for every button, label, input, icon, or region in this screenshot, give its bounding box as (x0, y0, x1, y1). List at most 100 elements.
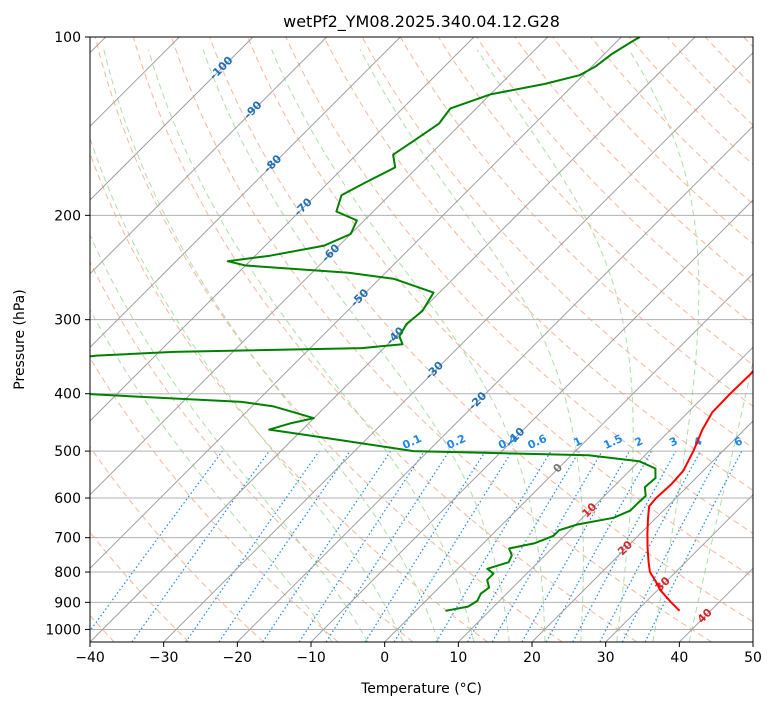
dry-adiabat (247, 37, 753, 578)
moist-adiabat (688, 358, 753, 642)
y-tick-label: 700 (54, 531, 81, 547)
dry-adiabat (590, 37, 753, 205)
isotherm (163, 51, 753, 642)
isotherm (90, 37, 622, 570)
mixing-ratio-line (572, 450, 677, 642)
dry-adiabat (90, 260, 414, 642)
y-tick-label: 300 (54, 313, 81, 329)
isotherm (90, 37, 328, 275)
isotherm (384, 272, 753, 642)
isotherm (457, 346, 753, 642)
moist-adiabat (202, 49, 510, 642)
y-tick-label: 500 (54, 444, 81, 460)
dry-adiabat (437, 37, 753, 366)
mixing-ratio-line (90, 450, 223, 632)
isotherm-label: -30 (423, 359, 446, 382)
dry-adiabat (90, 356, 339, 642)
moist-adiabat (147, 49, 475, 642)
isotherm (90, 37, 401, 349)
x-tick-label: −10 (296, 650, 326, 666)
x-tick-label: −20 (223, 650, 253, 666)
plot-area: -100-90-80-70-60-50-40-30-20-10010203040… (90, 37, 775, 642)
mixing-ratio-line (262, 450, 392, 642)
mixing-ratio-line (325, 450, 450, 642)
dry-adiabats (90, 37, 753, 642)
dry-adiabat (514, 37, 753, 285)
dry-adiabat (90, 446, 264, 642)
pressure-gridlines (90, 37, 753, 630)
mixing-ratio-labels: 0.10.20.40.611.52346810131620253036 (400, 432, 775, 452)
isotherm (90, 37, 254, 201)
moist-adiabat (90, 233, 369, 642)
dry-adiabat (361, 37, 753, 449)
isotherm (531, 420, 753, 642)
isotherm-label: -20 (466, 389, 489, 412)
y-tick-label: 900 (54, 595, 81, 611)
dry-adiabat (552, 37, 753, 245)
isotherm (605, 493, 753, 642)
isotherm-label: -50 (348, 286, 371, 309)
y-tick-label: 600 (54, 491, 81, 507)
mixing-ratio-line (521, 450, 631, 642)
mixing-ratio-line (644, 450, 743, 642)
dry-adiabat (90, 531, 190, 642)
dry-adiabat (628, 37, 753, 166)
dry-adiabat (666, 37, 753, 126)
y-tick-label: 100 (54, 30, 81, 46)
isotherms (90, 37, 753, 642)
x-axis-ticks: −40 −30 −20 −10 0 10 20 30 40 50 (75, 642, 762, 666)
mixing-ratio-line (185, 450, 320, 642)
moist-adiabat (476, 49, 634, 642)
x-axis-title: Temperature (°C) (360, 681, 482, 697)
moist-adiabat (271, 49, 546, 642)
dry-adiabat (743, 37, 753, 48)
y-axis-title: Pressure (hPa) (12, 289, 28, 389)
mixing-ratio-line (131, 450, 270, 642)
y-axis-ticks: 100 200 300 400 500 600 700 800 900 1000 (45, 30, 90, 638)
mixing-ratio-line (364, 450, 486, 642)
mixing-ratio-line (545, 450, 653, 642)
dry-adiabat (132, 37, 638, 642)
plot-frame (89, 36, 754, 643)
isotherm (90, 37, 549, 496)
mixing-ratio-label: 1 (572, 434, 584, 449)
mixing-ratio-label: 1.5 (602, 432, 625, 452)
mixing-ratio-line (218, 450, 351, 642)
dry-adiabat (171, 37, 712, 642)
dry-adiabat (399, 37, 753, 407)
x-tick-label: 10 (449, 650, 467, 666)
moist-adiabat (628, 49, 700, 642)
dry-adiabat (90, 152, 488, 642)
x-tick-label: 50 (744, 650, 762, 666)
isotherm-label: 40 (695, 606, 715, 626)
y-tick-label: 200 (54, 208, 81, 224)
mixing-ratio-label: 2 (633, 434, 645, 449)
moist-adiabats (90, 49, 753, 642)
dewpoint-profile (90, 37, 657, 612)
temperature-profile (646, 369, 753, 612)
dry-adiabat (94, 37, 563, 642)
chart-title: wetPf2_YM08.2025.340.04.12.G28 (283, 12, 560, 32)
x-tick-label: 30 (597, 650, 615, 666)
x-tick-label: −40 (75, 650, 105, 666)
mixing-ratio-label: 0.2 (445, 432, 468, 452)
moist-adiabat (90, 136, 404, 642)
isotherm (310, 199, 753, 642)
mixing-ratio-line (599, 450, 702, 642)
y-tick-label: 400 (54, 387, 81, 403)
isotherm (752, 641, 753, 642)
moist-adiabat (90, 308, 333, 642)
isotherm (236, 125, 753, 642)
mixing-ratio-label: 8 (763, 434, 775, 449)
dry-adiabat (704, 37, 753, 87)
x-tick-label: 20 (523, 650, 541, 666)
isotherm (90, 37, 696, 642)
isotherm (90, 37, 475, 422)
mixing-ratio-label: 0.6 (526, 432, 549, 452)
x-tick-label: 0 (380, 650, 389, 666)
series (90, 37, 753, 612)
mixing-ratio-line (435, 450, 552, 642)
x-tick-label: −30 (149, 650, 179, 666)
